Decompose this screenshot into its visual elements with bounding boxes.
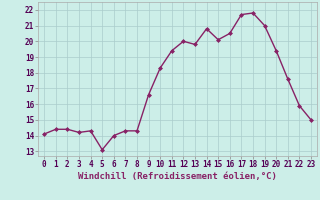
X-axis label: Windchill (Refroidissement éolien,°C): Windchill (Refroidissement éolien,°C): [78, 172, 277, 181]
